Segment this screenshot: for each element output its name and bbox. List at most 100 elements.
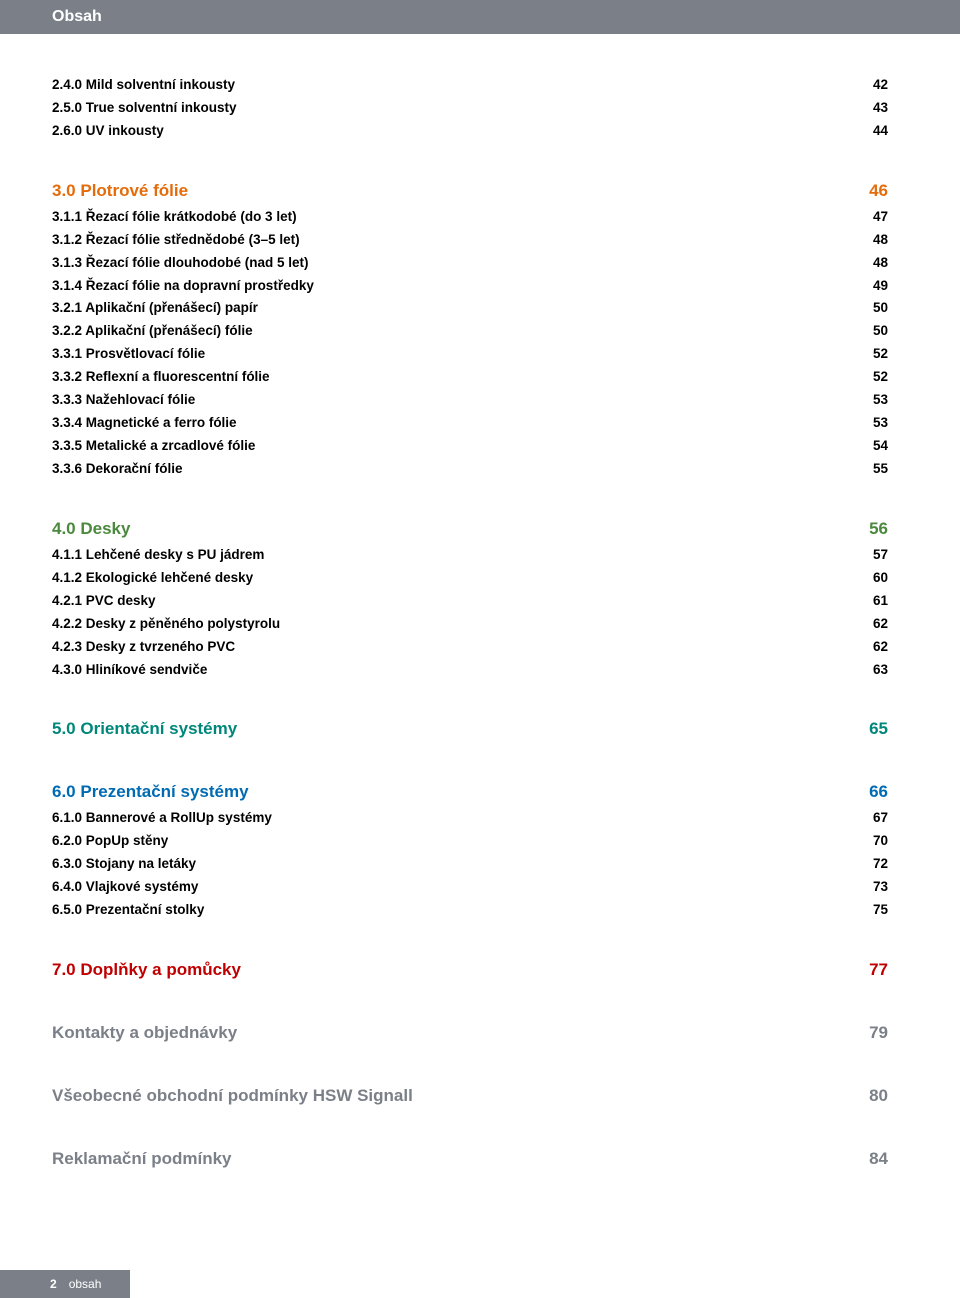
toc-row: 4.3.0 Hliníkové sendviče63	[52, 659, 888, 682]
toc-label: 3.1.2 Řezací fólie střednědobé (3–5 let)	[52, 229, 300, 252]
toc-label: 4.1.2 Ekologické lehčené desky	[52, 567, 253, 590]
toc-heading-label: 5.0 Orientační systémy	[52, 715, 237, 744]
toc-page: 57	[856, 544, 888, 567]
page: Obsah 2.4.0 Mild solventní inkousty 42 2…	[0, 0, 960, 1298]
toc-label: 3.3.4 Magnetické a ferro fólie	[52, 412, 237, 435]
toc-label: 3.1.4 Řezací fólie na dopravní prostředk…	[52, 275, 314, 298]
toc-row: 3.3.3 Nažehlovací fólie 53	[52, 389, 888, 412]
toc-section: 2.4.0 Mild solventní inkousty 42 2.5.0 T…	[52, 74, 888, 143]
toc-row: 3.2.1 Aplikační (přenášecí) papír 50	[52, 297, 888, 320]
toc-label: 2.4.0 Mild solventní inkousty	[52, 74, 235, 97]
toc-page: 42	[856, 74, 888, 97]
toc-content: 2.4.0 Mild solventní inkousty 42 2.5.0 T…	[0, 34, 960, 1174]
toc-row: 4.2.2 Desky z pěněného polystyrolu62	[52, 613, 888, 636]
toc-row: 2.4.0 Mild solventní inkousty 42	[52, 74, 888, 97]
toc-page: 53	[856, 412, 888, 435]
toc-page: 48	[856, 229, 888, 252]
toc-page: 44	[856, 120, 888, 143]
toc-row: 6.5.0 Prezentační stolky 75	[52, 899, 888, 922]
toc-row: 3.1.3 Řezací fólie dlouhodobé (nad 5 let…	[52, 252, 888, 275]
toc-section: 3.0 Plotrové fólie 46 3.1.1 Řezací fólie…	[52, 177, 888, 481]
toc-section: Všeobecné obchodní podmínky HSW Signall …	[52, 1082, 888, 1111]
toc-row: 3.1.4 Řezací fólie na dopravní prostředk…	[52, 275, 888, 298]
toc-page: 48	[856, 252, 888, 275]
toc-page: 54	[856, 435, 888, 458]
toc-page: 49	[856, 275, 888, 298]
header-bar: Obsah	[0, 0, 960, 34]
toc-page: 67	[856, 807, 888, 830]
toc-row: 3.3.1 Prosvětlovací fólie 52	[52, 343, 888, 366]
toc-label: 6.1.0 Bannerové a RollUp systémy	[52, 807, 272, 830]
toc-page: 53	[856, 389, 888, 412]
footer-page-number: 2	[50, 1277, 57, 1291]
toc-label: 2.5.0 True solventní inkousty	[52, 97, 237, 120]
toc-page: 73	[856, 876, 888, 899]
toc-row: 3.3.5 Metalické a zrcadlové fólie 54	[52, 435, 888, 458]
toc-page: 70	[856, 830, 888, 853]
toc-page: 60	[856, 567, 888, 590]
toc-heading-page: 77	[856, 956, 888, 985]
toc-row: 4.1.2 Ekologické lehčené desky 60	[52, 567, 888, 590]
toc-heading: 5.0 Orientační systémy 65	[52, 715, 888, 744]
toc-row: 4.1.1 Lehčené desky s PU jádrem 57	[52, 544, 888, 567]
toc-heading: 6.0 Prezentační systémy 66	[52, 778, 888, 807]
toc-section: 7.0 Doplňky a pomůcky 77	[52, 956, 888, 985]
toc-row: 6.3.0 Stojany na letáky72	[52, 853, 888, 876]
toc-heading-page: 56	[856, 515, 888, 544]
toc-heading: 4.0 Desky 56	[52, 515, 888, 544]
toc-page: 47	[856, 206, 888, 229]
toc-label: 3.2.1 Aplikační (přenášecí) papír	[52, 297, 258, 320]
toc-heading: 7.0 Doplňky a pomůcky 77	[52, 956, 888, 985]
toc-label: 4.2.2 Desky z pěněného polystyrolu	[52, 613, 280, 636]
toc-page: 62	[856, 636, 888, 659]
toc-label: 4.2.1 PVC desky	[52, 590, 156, 613]
toc-row: 3.3.6 Dekorační fólie55	[52, 458, 888, 481]
toc-page: 52	[856, 343, 888, 366]
toc-label: 4.2.3 Desky z tvrzeného PVC	[52, 636, 235, 659]
footer-bar: 2 obsah	[0, 1270, 130, 1298]
toc-label: 6.4.0 Vlajkové systémy	[52, 876, 198, 899]
toc-heading-label: Kontakty a objednávky	[52, 1019, 237, 1048]
toc-page: 43	[856, 97, 888, 120]
toc-heading-page: 80	[856, 1082, 888, 1111]
toc-page: 75	[856, 899, 888, 922]
toc-row: 3.1.1 Řezací fólie krátkodobé (do 3 let)…	[52, 206, 888, 229]
toc-page: 61	[856, 590, 888, 613]
toc-heading-label: 6.0 Prezentační systémy	[52, 778, 249, 807]
toc-heading-page: 84	[856, 1145, 888, 1174]
toc-row: 4.2.3 Desky z tvrzeného PVC 62	[52, 636, 888, 659]
footer-label: obsah	[69, 1277, 102, 1291]
toc-page: 55	[856, 458, 888, 481]
toc-heading-label: Reklamační podmínky	[52, 1145, 232, 1174]
toc-heading-label: 3.0 Plotrové fólie	[52, 177, 188, 206]
toc-page: 50	[856, 320, 888, 343]
toc-label: 3.1.3 Řezací fólie dlouhodobé (nad 5 let…	[52, 252, 309, 275]
toc-label: 3.3.1 Prosvětlovací fólie	[52, 343, 205, 366]
toc-row: 6.1.0 Bannerové a RollUp systémy 67	[52, 807, 888, 830]
toc-label: 3.3.3 Nažehlovací fólie	[52, 389, 195, 412]
toc-heading-page: 79	[856, 1019, 888, 1048]
toc-row: 3.1.2 Řezací fólie střednědobé (3–5 let)…	[52, 229, 888, 252]
toc-label: 6.5.0 Prezentační stolky	[52, 899, 204, 922]
toc-heading: Kontakty a objednávky 79	[52, 1019, 888, 1048]
toc-row: 6.4.0 Vlajkové systémy 73	[52, 876, 888, 899]
page-title: Obsah	[52, 8, 102, 26]
toc-label: 4.1.1 Lehčené desky s PU jádrem	[52, 544, 264, 567]
toc-label: 6.2.0 PopUp stěny	[52, 830, 168, 853]
toc-label: 3.3.5 Metalické a zrcadlové fólie	[52, 435, 255, 458]
toc-row: 2.5.0 True solventní inkousty 43	[52, 97, 888, 120]
toc-heading-label: 7.0 Doplňky a pomůcky	[52, 956, 241, 985]
toc-heading: Všeobecné obchodní podmínky HSW Signall …	[52, 1082, 888, 1111]
toc-label: 3.1.1 Řezací fólie krátkodobé (do 3 let)	[52, 206, 297, 229]
toc-row: 3.3.2 Reflexní a fluorescentní fólie52	[52, 366, 888, 389]
toc-heading-label: Všeobecné obchodní podmínky HSW Signall	[52, 1082, 413, 1111]
toc-section: Kontakty a objednávky 79	[52, 1019, 888, 1048]
toc-label: 3.2.2 Aplikační (přenášecí) fólie	[52, 320, 253, 343]
toc-label: 3.3.2 Reflexní a fluorescentní fólie	[52, 366, 270, 389]
toc-section: Reklamační podmínky 84	[52, 1145, 888, 1174]
toc-row: 2.6.0 UV inkousty 44	[52, 120, 888, 143]
toc-page: 50	[856, 297, 888, 320]
toc-section: 5.0 Orientační systémy 65	[52, 715, 888, 744]
toc-row: 3.3.4 Magnetické a ferro fólie 53	[52, 412, 888, 435]
toc-label: 2.6.0 UV inkousty	[52, 120, 164, 143]
